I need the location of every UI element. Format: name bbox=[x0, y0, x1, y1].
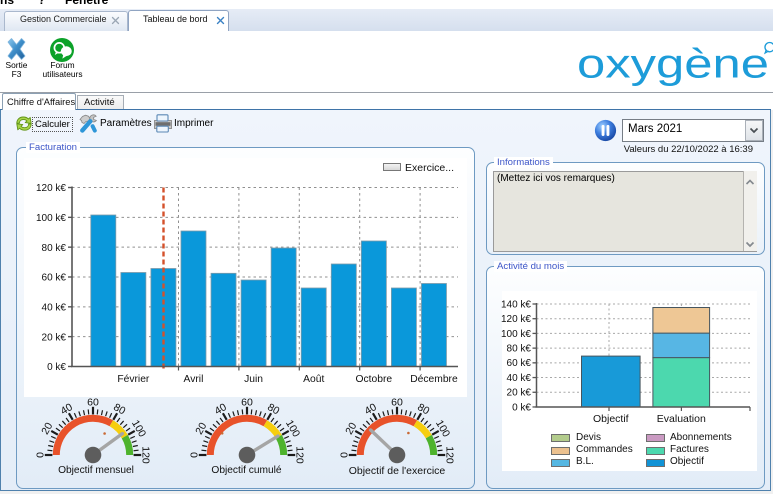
svg-text:0: 0 bbox=[338, 452, 350, 458]
svg-text:120 k€: 120 k€ bbox=[36, 183, 66, 194]
svg-text:80: 80 bbox=[265, 401, 281, 417]
svg-text:60: 60 bbox=[87, 398, 99, 408]
svg-text:Février: Février bbox=[117, 374, 150, 385]
svg-text:100 k€: 100 k€ bbox=[501, 329, 531, 340]
svg-text:80 k€: 80 k€ bbox=[42, 243, 67, 254]
svg-text:120 k€: 120 k€ bbox=[501, 314, 531, 325]
svg-text:20: 20 bbox=[193, 420, 209, 436]
svg-text:120: 120 bbox=[293, 446, 305, 464]
svg-text:60: 60 bbox=[391, 398, 403, 408]
svg-text:80: 80 bbox=[415, 401, 431, 417]
svg-text:60: 60 bbox=[241, 398, 253, 408]
svg-text:0: 0 bbox=[188, 452, 200, 458]
svg-text:0: 0 bbox=[35, 452, 47, 458]
svg-text:40: 40 bbox=[59, 401, 75, 417]
svg-text:100: 100 bbox=[433, 418, 452, 439]
svg-text:0 k€: 0 k€ bbox=[47, 362, 66, 373]
svg-text:80: 80 bbox=[112, 401, 128, 417]
svg-text:Août: Août bbox=[303, 374, 324, 385]
svg-text:Avril: Avril bbox=[184, 374, 204, 385]
svg-text:Octobre: Octobre bbox=[356, 374, 393, 385]
svg-text:100 k€: 100 k€ bbox=[36, 213, 66, 224]
svg-text:40 k€: 40 k€ bbox=[42, 302, 67, 313]
svg-text:100: 100 bbox=[129, 418, 148, 439]
svg-text:20: 20 bbox=[40, 420, 56, 436]
svg-text:oxygène: oxygène bbox=[577, 41, 769, 87]
svg-text:60 k€: 60 k€ bbox=[507, 358, 532, 369]
svg-text:100: 100 bbox=[283, 418, 302, 439]
svg-text:Evaluation: Evaluation bbox=[657, 413, 706, 425]
svg-text:40: 40 bbox=[212, 401, 228, 417]
svg-text:0 k€: 0 k€ bbox=[512, 402, 531, 413]
svg-text:120: 120 bbox=[140, 446, 152, 464]
svg-text:120: 120 bbox=[443, 446, 455, 464]
svg-text:20 k€: 20 k€ bbox=[42, 332, 67, 343]
svg-text:Objectif: Objectif bbox=[593, 413, 629, 425]
svg-text:Décembre: Décembre bbox=[410, 374, 458, 385]
svg-text:40: 40 bbox=[362, 401, 378, 417]
svg-text:60 k€: 60 k€ bbox=[42, 273, 67, 284]
svg-text:140 k€: 140 k€ bbox=[501, 299, 531, 310]
svg-text:Juin: Juin bbox=[244, 374, 263, 385]
svg-text:40 k€: 40 k€ bbox=[507, 373, 532, 384]
svg-text:80 k€: 80 k€ bbox=[507, 344, 532, 355]
svg-text:20 k€: 20 k€ bbox=[507, 388, 532, 399]
svg-text:20: 20 bbox=[343, 420, 359, 436]
